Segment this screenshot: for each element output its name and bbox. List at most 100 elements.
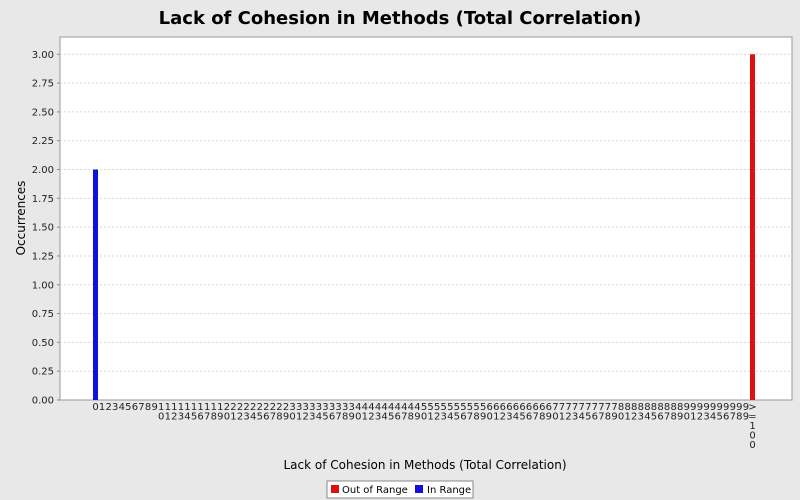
chart-title: Lack of Cohesion in Methods (Total Corre… xyxy=(159,8,642,29)
gridlines xyxy=(60,53,792,372)
y-axis: 0.00 0.25 0.50 0.75 1.00 1.25 1.50 1.75 2.00 2.25… xyxy=(32,50,60,407)
plot-area xyxy=(59,36,793,401)
legend-label-in-range: In Range xyxy=(427,485,471,496)
x-tick-label: 4 xyxy=(119,402,125,413)
y-tick-label: 1.50 xyxy=(32,223,54,234)
y-tick-label: 0.25 xyxy=(32,367,54,378)
y-tick-label: 0.00 xyxy=(32,396,54,407)
x-tick-label: 5 xyxy=(125,402,131,413)
x-tick-label: 0 xyxy=(92,402,98,413)
y-tick-label: 1.00 xyxy=(32,280,54,291)
bar-out-of-range-100 xyxy=(750,54,755,401)
y-tick-label: 2.50 xyxy=(32,107,54,118)
x-tick-label: 7 xyxy=(138,402,144,413)
x-tick-label: 3 xyxy=(112,402,118,413)
legend-swatch-in-range xyxy=(415,485,423,493)
legend: Out of Range In Range xyxy=(326,480,474,499)
y-tick-label: 2.00 xyxy=(32,165,54,176)
x-tick-label: 1 xyxy=(99,402,105,413)
y-tick-label: 0.75 xyxy=(32,309,54,320)
x-tick-label: 9 xyxy=(151,402,157,413)
x-tick-label: 2 xyxy=(105,402,111,413)
bar-in-range-0 xyxy=(93,169,98,400)
bars xyxy=(93,54,755,401)
y-tick-label: 3.00 xyxy=(32,50,54,61)
legend-label-out-of-range: Out of Range xyxy=(342,485,408,496)
x-tick-label: 8 xyxy=(145,402,151,413)
legend-box xyxy=(326,480,474,499)
x-axis: 0 1 2 3 4 5 6 7 8 9 1 01 11 21 31 41 51 61 71 81 92 02 12 22 32 4… xyxy=(92,402,756,451)
x-axis-label: Lack of Cohesion in Methods (Total Corre… xyxy=(283,458,566,472)
y-tick-label: 2.75 xyxy=(32,79,54,90)
x-tick-label: > = 1 0 0 xyxy=(748,402,756,451)
